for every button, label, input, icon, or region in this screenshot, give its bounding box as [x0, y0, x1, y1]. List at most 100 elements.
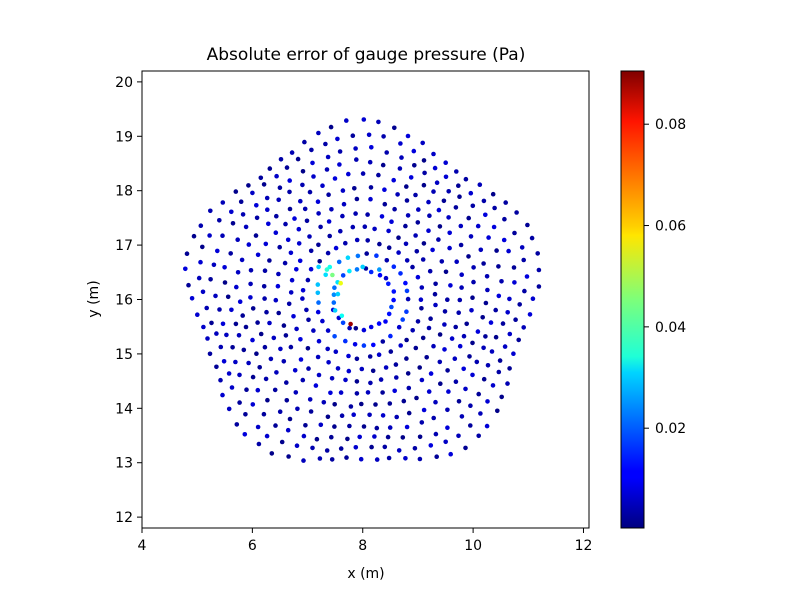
data-point — [310, 160, 315, 166]
data-point — [337, 149, 343, 154]
data-point — [332, 402, 338, 407]
data-point — [273, 230, 279, 235]
data-point — [288, 344, 294, 350]
data-point — [315, 282, 321, 287]
data-point — [421, 158, 427, 163]
data-point — [413, 345, 419, 351]
data-point — [376, 172, 381, 178]
data-point — [343, 377, 348, 383]
data-point — [240, 313, 245, 318]
data-point — [296, 241, 302, 246]
data-point — [376, 352, 382, 358]
data-point — [376, 119, 381, 125]
data-point — [461, 366, 467, 372]
data-point — [431, 415, 437, 421]
data-point — [237, 400, 242, 405]
data-point — [466, 215, 472, 221]
data-point — [266, 221, 271, 227]
data-point — [432, 165, 438, 171]
data-point — [365, 212, 370, 217]
data-point — [428, 443, 434, 448]
data-point — [213, 293, 218, 299]
data-point — [243, 412, 248, 417]
data-point — [289, 150, 295, 155]
data-point — [220, 321, 226, 327]
data-point — [317, 456, 323, 461]
data-point — [485, 287, 490, 293]
data-point — [512, 230, 517, 236]
data-point — [447, 230, 453, 236]
data-point — [281, 359, 287, 364]
data-point — [226, 406, 232, 412]
x-tick-label: 4 — [138, 538, 147, 554]
data-point — [345, 255, 351, 260]
data-point — [442, 309, 448, 314]
data-point — [329, 207, 334, 212]
data-point — [354, 391, 360, 396]
colorbar-tick-label: 0.08 — [655, 117, 686, 133]
data-point — [374, 425, 380, 431]
data-point — [323, 141, 328, 147]
data-point — [281, 323, 287, 328]
data-point — [327, 233, 333, 239]
data-point — [471, 265, 476, 270]
data-point — [246, 360, 251, 366]
data-point — [230, 221, 236, 226]
data-point — [262, 344, 268, 350]
data-point — [408, 175, 414, 180]
data-point — [448, 451, 454, 457]
data-point — [442, 322, 447, 327]
data-point — [325, 346, 331, 352]
data-point — [511, 265, 517, 270]
data-point — [276, 310, 282, 316]
x-tick-label: 10 — [464, 538, 482, 554]
data-point — [430, 247, 435, 253]
data-point — [395, 192, 400, 197]
data-point — [353, 326, 359, 331]
data-point — [481, 198, 487, 204]
data-point — [201, 324, 206, 330]
data-point — [387, 425, 393, 430]
data-point — [268, 356, 274, 362]
data-point — [315, 290, 321, 296]
data-point — [324, 167, 330, 172]
data-point — [406, 410, 412, 416]
data-point — [347, 268, 352, 274]
data-point — [419, 377, 425, 383]
data-point — [403, 280, 408, 286]
data-point — [361, 424, 367, 429]
data-point — [371, 342, 376, 348]
data-point — [353, 445, 359, 450]
data-point — [279, 439, 285, 445]
data-point — [291, 314, 296, 319]
data-point — [400, 435, 406, 440]
data-point — [361, 117, 367, 122]
data-point — [471, 279, 476, 285]
data-point — [405, 133, 411, 139]
data-point — [360, 264, 366, 270]
data-point — [445, 297, 450, 303]
data-point — [277, 244, 283, 250]
data-point — [459, 414, 465, 419]
data-point — [277, 409, 283, 415]
data-point — [386, 228, 391, 234]
data-point — [333, 245, 339, 251]
data-point — [379, 214, 385, 219]
data-point — [265, 397, 270, 403]
data-point — [320, 183, 325, 188]
data-point — [317, 259, 323, 264]
data-point — [447, 245, 452, 251]
data-point — [295, 406, 300, 412]
data-point — [368, 196, 373, 202]
data-point — [413, 192, 418, 198]
data-point — [434, 180, 440, 185]
data-point — [351, 412, 357, 418]
data-point — [230, 345, 235, 350]
data-point — [412, 446, 418, 451]
data-point — [264, 195, 270, 201]
data-point — [519, 245, 525, 250]
data-point — [302, 206, 308, 212]
data-point — [492, 205, 497, 211]
data-point — [346, 171, 351, 177]
data-point — [292, 368, 298, 373]
